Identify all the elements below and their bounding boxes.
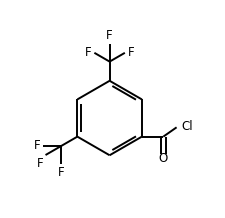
- Text: F: F: [57, 166, 64, 179]
- Text: F: F: [84, 46, 91, 59]
- Text: F: F: [127, 46, 134, 59]
- Text: F: F: [106, 29, 112, 42]
- Text: F: F: [34, 139, 40, 152]
- Text: Cl: Cl: [181, 120, 192, 133]
- Text: F: F: [36, 157, 43, 170]
- Text: O: O: [158, 152, 167, 165]
